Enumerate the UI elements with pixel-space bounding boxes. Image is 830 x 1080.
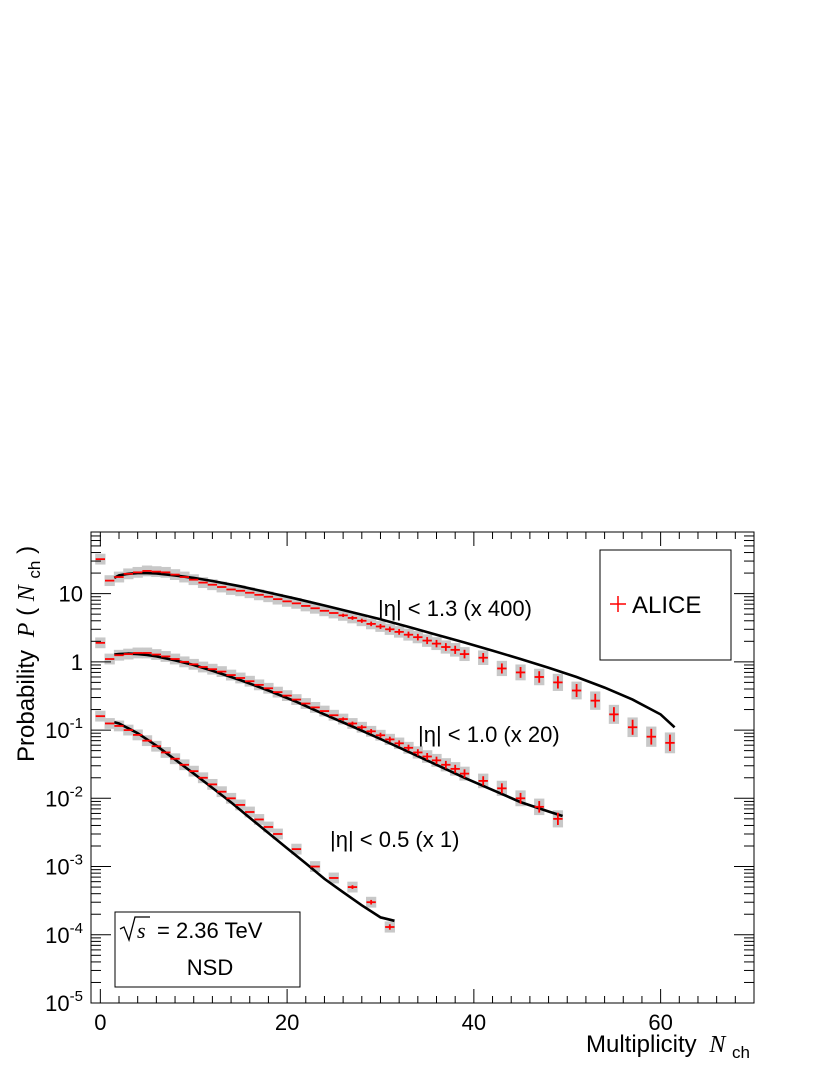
series-labels: |η| < 1.3 (x 400) |η| < 1.0 (x 20) |η| < 0… — [330, 596, 560, 852]
data-point — [394, 628, 404, 635]
data-point — [347, 616, 358, 620]
data-point — [515, 667, 526, 678]
data-point — [403, 744, 414, 751]
data-point — [385, 924, 395, 930]
energy-label-box: s = 2.36 TeV NSD — [114, 911, 301, 988]
data-point — [366, 621, 376, 627]
data-point — [431, 639, 442, 648]
data-point — [459, 769, 470, 778]
energy-value: = 2.36 TeV — [157, 918, 263, 943]
fit-curve — [114, 652, 563, 818]
sqrt-variable: s — [137, 918, 146, 943]
data-point — [515, 792, 526, 804]
x-tick-label: 40 — [462, 1010, 486, 1035]
data-point — [534, 671, 544, 683]
legend-label: ALICE — [632, 592, 701, 619]
x-tick-label: 60 — [648, 1010, 672, 1035]
series-label: |η| < 1.0 (x 20) — [418, 722, 560, 747]
data-point — [497, 783, 507, 794]
data-point — [609, 707, 619, 722]
data-point — [375, 623, 386, 629]
event-class: NSD — [187, 955, 233, 980]
data-point — [441, 643, 451, 651]
data-point — [347, 721, 358, 726]
data-point — [627, 719, 638, 735]
x-tick-label: 20 — [275, 1010, 299, 1035]
plot-frame — [90, 531, 755, 1004]
y-tick-label: 10-4 — [45, 920, 83, 948]
data-point — [497, 663, 507, 674]
x-tick-label: 0 — [94, 1010, 106, 1035]
data-point — [450, 764, 460, 773]
data-point — [571, 684, 582, 698]
data-point — [403, 631, 414, 638]
data-point — [553, 676, 563, 689]
y-tick-label: 10-3 — [45, 852, 83, 880]
y-tick-label: 10-1 — [45, 715, 83, 743]
data-point — [478, 776, 488, 786]
y-tick-label: 10-2 — [45, 783, 83, 811]
data-point — [385, 626, 395, 632]
data-point — [459, 649, 470, 659]
data-point — [366, 899, 376, 905]
data-point — [357, 618, 367, 623]
data-point — [665, 734, 675, 752]
data-point — [338, 613, 348, 618]
y-tick-label: 1 — [71, 650, 83, 675]
data-point — [366, 729, 376, 734]
energy-frame — [114, 911, 301, 988]
data-point — [357, 725, 367, 730]
sqrt-icon — [119, 916, 150, 943]
data-point — [394, 740, 404, 747]
data-point — [413, 633, 423, 641]
data-point — [422, 753, 432, 760]
data-point — [590, 693, 600, 708]
data-point — [347, 885, 358, 889]
data-point — [385, 736, 395, 743]
data-point — [422, 637, 432, 645]
data-point — [646, 728, 656, 745]
data-point — [478, 653, 488, 663]
legend-frame — [599, 549, 732, 661]
data-point — [338, 717, 348, 721]
fit-curve — [113, 571, 676, 729]
series-label: |η| < 0.5 (x 1) — [330, 827, 459, 852]
x-axis-title: Multiplicity N ch — [586, 1031, 750, 1062]
data-point — [431, 756, 442, 765]
legend: ALICE — [599, 549, 732, 661]
data-point — [553, 812, 563, 825]
y-tick-label: 10 — [59, 582, 83, 607]
series-label: |η| < 1.3 (x 400) — [378, 596, 532, 621]
data-point — [441, 760, 451, 769]
y-tick-label: 10-5 — [45, 988, 83, 1016]
data-points — [95, 558, 675, 930]
data-point — [375, 732, 386, 738]
data-point — [450, 645, 460, 654]
y-axis-title: Probability P ( N ch ) — [13, 546, 46, 762]
data-point — [534, 801, 544, 813]
data-point — [413, 749, 423, 756]
